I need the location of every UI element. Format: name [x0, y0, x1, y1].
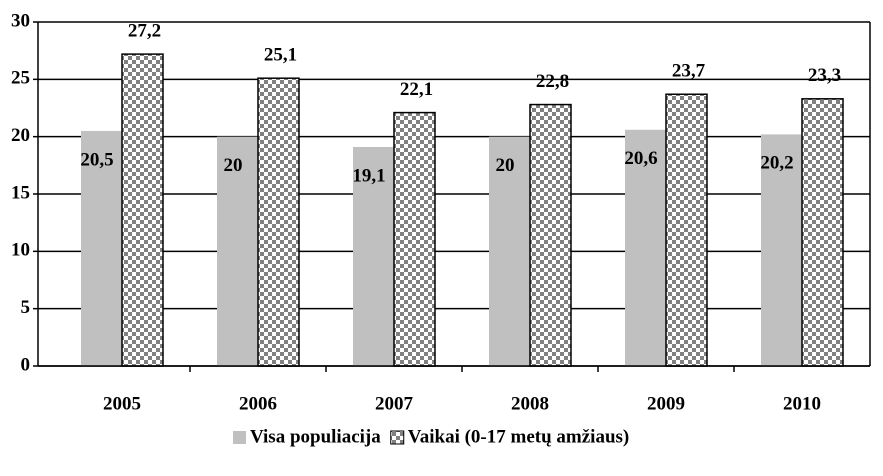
- value-label: 22,8: [536, 71, 569, 92]
- bar: [217, 136, 258, 366]
- x-tick-label: 2008: [511, 393, 549, 414]
- bar: [353, 146, 394, 366]
- bar: [529, 103, 572, 367]
- y-tick-label: 5: [21, 297, 31, 318]
- value-label: 20: [224, 155, 243, 176]
- y-tick-label: 30: [11, 10, 30, 31]
- value-label: 25,1: [264, 45, 297, 66]
- legend-label: Visa populiacija: [250, 426, 381, 447]
- bar: [81, 130, 122, 366]
- value-label: 20,2: [760, 153, 793, 174]
- value-label: 23,3: [808, 65, 841, 86]
- x-tick-label: 2009: [647, 393, 685, 414]
- bar: [761, 134, 802, 366]
- value-label: 22,1: [400, 79, 433, 100]
- bar: [257, 77, 300, 367]
- x-tick-label: 2010: [783, 393, 821, 414]
- y-tick-label: 20: [11, 125, 30, 146]
- bar: [625, 129, 666, 366]
- x-tick-label: 2005: [103, 393, 141, 414]
- y-tick-label: 10: [11, 240, 30, 261]
- bar: [121, 53, 164, 367]
- value-label: 20,5: [80, 149, 113, 170]
- bar: [489, 136, 530, 366]
- bar: [393, 111, 436, 367]
- x-tick-label: 2006: [239, 393, 277, 414]
- legend-label: Vaikai (0-17 metų amžiaus): [408, 426, 630, 447]
- y-tick-label: 15: [11, 182, 30, 203]
- value-label: 23,7: [672, 61, 706, 82]
- bar: [801, 98, 844, 367]
- value-label: 20,6: [624, 148, 657, 169]
- legend-swatch: [233, 431, 246, 444]
- value-label: 19,1: [352, 165, 385, 186]
- bar: [665, 93, 708, 367]
- legend-swatch: [390, 430, 405, 445]
- value-label: 20: [496, 155, 515, 176]
- x-tick-label: 2007: [375, 393, 414, 414]
- y-tick-label: 0: [21, 354, 31, 375]
- y-tick-label: 25: [11, 68, 30, 89]
- value-label: 27,2: [128, 20, 161, 41]
